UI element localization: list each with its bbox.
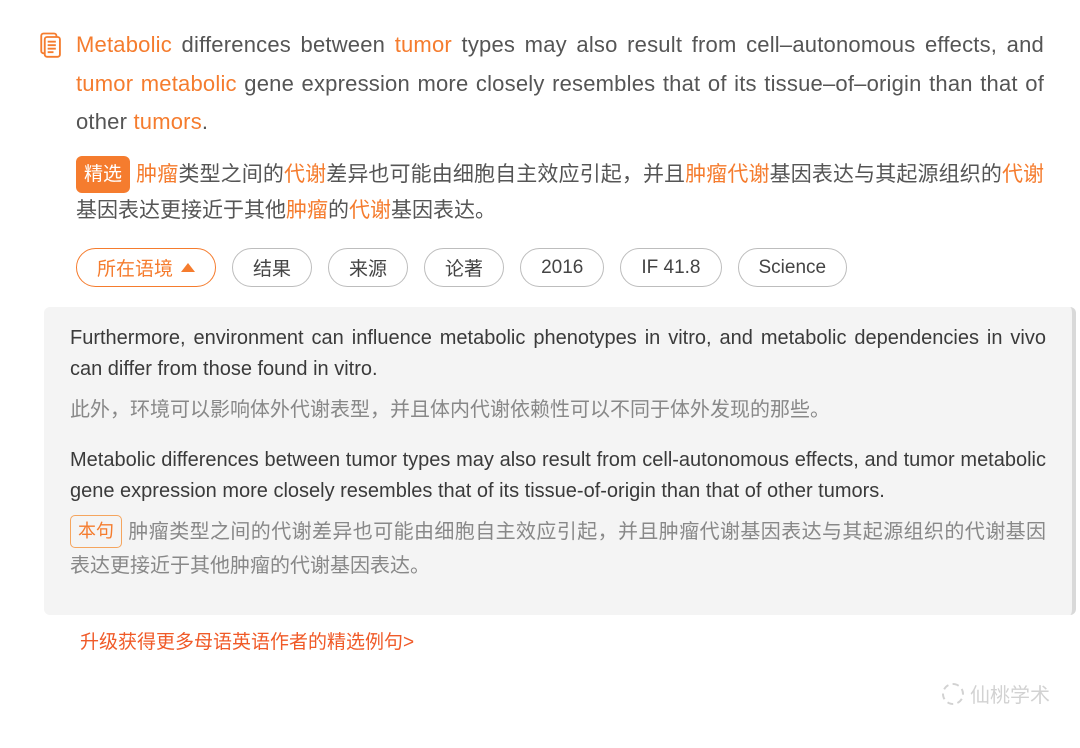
watermark-icon <box>942 683 964 705</box>
context-block: Metabolic differences between tumor type… <box>70 445 1046 583</box>
sentence-text: differences between <box>172 32 395 57</box>
translation-text: 差异也可能由细胞自主效应引起，并且 <box>326 163 685 186</box>
tag-pill[interactable]: IF 41.8 <box>620 248 721 287</box>
tag-pill[interactable]: Science <box>738 248 848 287</box>
highlight-term: tumor <box>395 32 452 57</box>
highlight-term: metabolic <box>141 71 237 96</box>
translation-row: 精选肿瘤类型之间的代谢差异也可能由细胞自主效应引起，并且肿瘤代谢基因表达与其起源… <box>76 156 1044 231</box>
tag-row: 所在语境 结果 来源 论著 2016 IF 41.8 Science <box>76 248 1044 287</box>
translation-text: 的 <box>328 199 349 222</box>
tag-label: 论著 <box>445 254 483 281</box>
tag-label: 结果 <box>253 254 291 281</box>
upgrade-link[interactable]: 升级获得更多母语英语作者的精选例句> <box>80 627 1044 654</box>
sentence-text: . <box>202 109 208 134</box>
watermark-text: 仙桃学术 <box>970 679 1050 708</box>
sentence-entry: Metabolic differences between tumor type… <box>36 26 1044 654</box>
highlight-term: 肿瘤 <box>286 199 328 222</box>
translation-text: 基因表达。 <box>391 199 496 222</box>
tag-pill[interactable]: 论著 <box>424 248 504 287</box>
highlight-term: 代谢 <box>284 163 326 186</box>
context-chinese-text: 此外，环境可以影响体外代谢表型，并且体内代谢依赖性可以不同于体外发现的那些。 <box>70 399 830 421</box>
context-english: Metabolic differences between tumor type… <box>70 445 1046 507</box>
sentence-text <box>133 71 141 96</box>
highlight-term: Metabolic <box>76 32 172 57</box>
current-sentence-badge: 本句 <box>70 515 122 548</box>
context-block: Furthermore, environment can influence m… <box>70 323 1046 427</box>
tag-pill[interactable]: 来源 <box>328 248 408 287</box>
highlight-term: 肿瘤代谢 <box>685 163 769 186</box>
context-panel: Furthermore, environment can influence m… <box>44 307 1076 615</box>
translation-text: 基因表达与其起源组织的 <box>770 163 1002 186</box>
context-english: Furthermore, environment can influence m… <box>70 323 1046 385</box>
featured-badge: 精选 <box>76 156 130 193</box>
tag-label: Science <box>759 257 827 279</box>
result-container: Metabolic differences between tumor type… <box>0 0 1080 664</box>
tag-pill[interactable]: 结果 <box>232 248 312 287</box>
tag-pill[interactable]: 所在语境 <box>76 248 216 287</box>
context-chinese: 本句肿瘤类型之间的代谢差异也可能由细胞自主效应引起，并且肿瘤代谢基因表达与其起源… <box>70 515 1046 583</box>
tag-label: IF 41.8 <box>641 257 700 279</box>
context-chinese-text: 肿瘤类型之间的代谢差异也可能由细胞自主效应引起，并且肿瘤代谢基因表达与其起源组织… <box>70 521 1046 577</box>
tag-label: 来源 <box>349 254 387 281</box>
watermark: 仙桃学术 <box>942 679 1050 708</box>
document-icon <box>36 30 64 58</box>
translation-text: 类型之间的 <box>178 163 284 186</box>
caret-up-icon <box>181 263 195 272</box>
sentence-text: types may also result from cell–autonomo… <box>452 32 1044 57</box>
main-sentence: Metabolic differences between tumor type… <box>76 26 1044 142</box>
main-translation-text: 肿瘤类型之间的代谢差异也可能由细胞自主效应引起，并且肿瘤代谢基因表达与其起源组织… <box>76 163 1044 223</box>
tag-pill[interactable]: 2016 <box>520 248 604 287</box>
highlight-term: tumors <box>133 109 201 134</box>
highlight-term: 代谢 <box>1002 163 1044 186</box>
highlight-term: 代谢 <box>349 199 391 222</box>
translation-text: 基因表达更接近于其他 <box>76 199 286 222</box>
tag-label: 所在语境 <box>97 254 173 281</box>
highlight-term: tumor <box>76 71 133 96</box>
highlight-term: 肿瘤 <box>136 163 178 186</box>
context-chinese: 此外，环境可以影响体外代谢表型，并且体内代谢依赖性可以不同于体外发现的那些。 <box>70 393 1046 427</box>
tag-label: 2016 <box>541 257 583 279</box>
